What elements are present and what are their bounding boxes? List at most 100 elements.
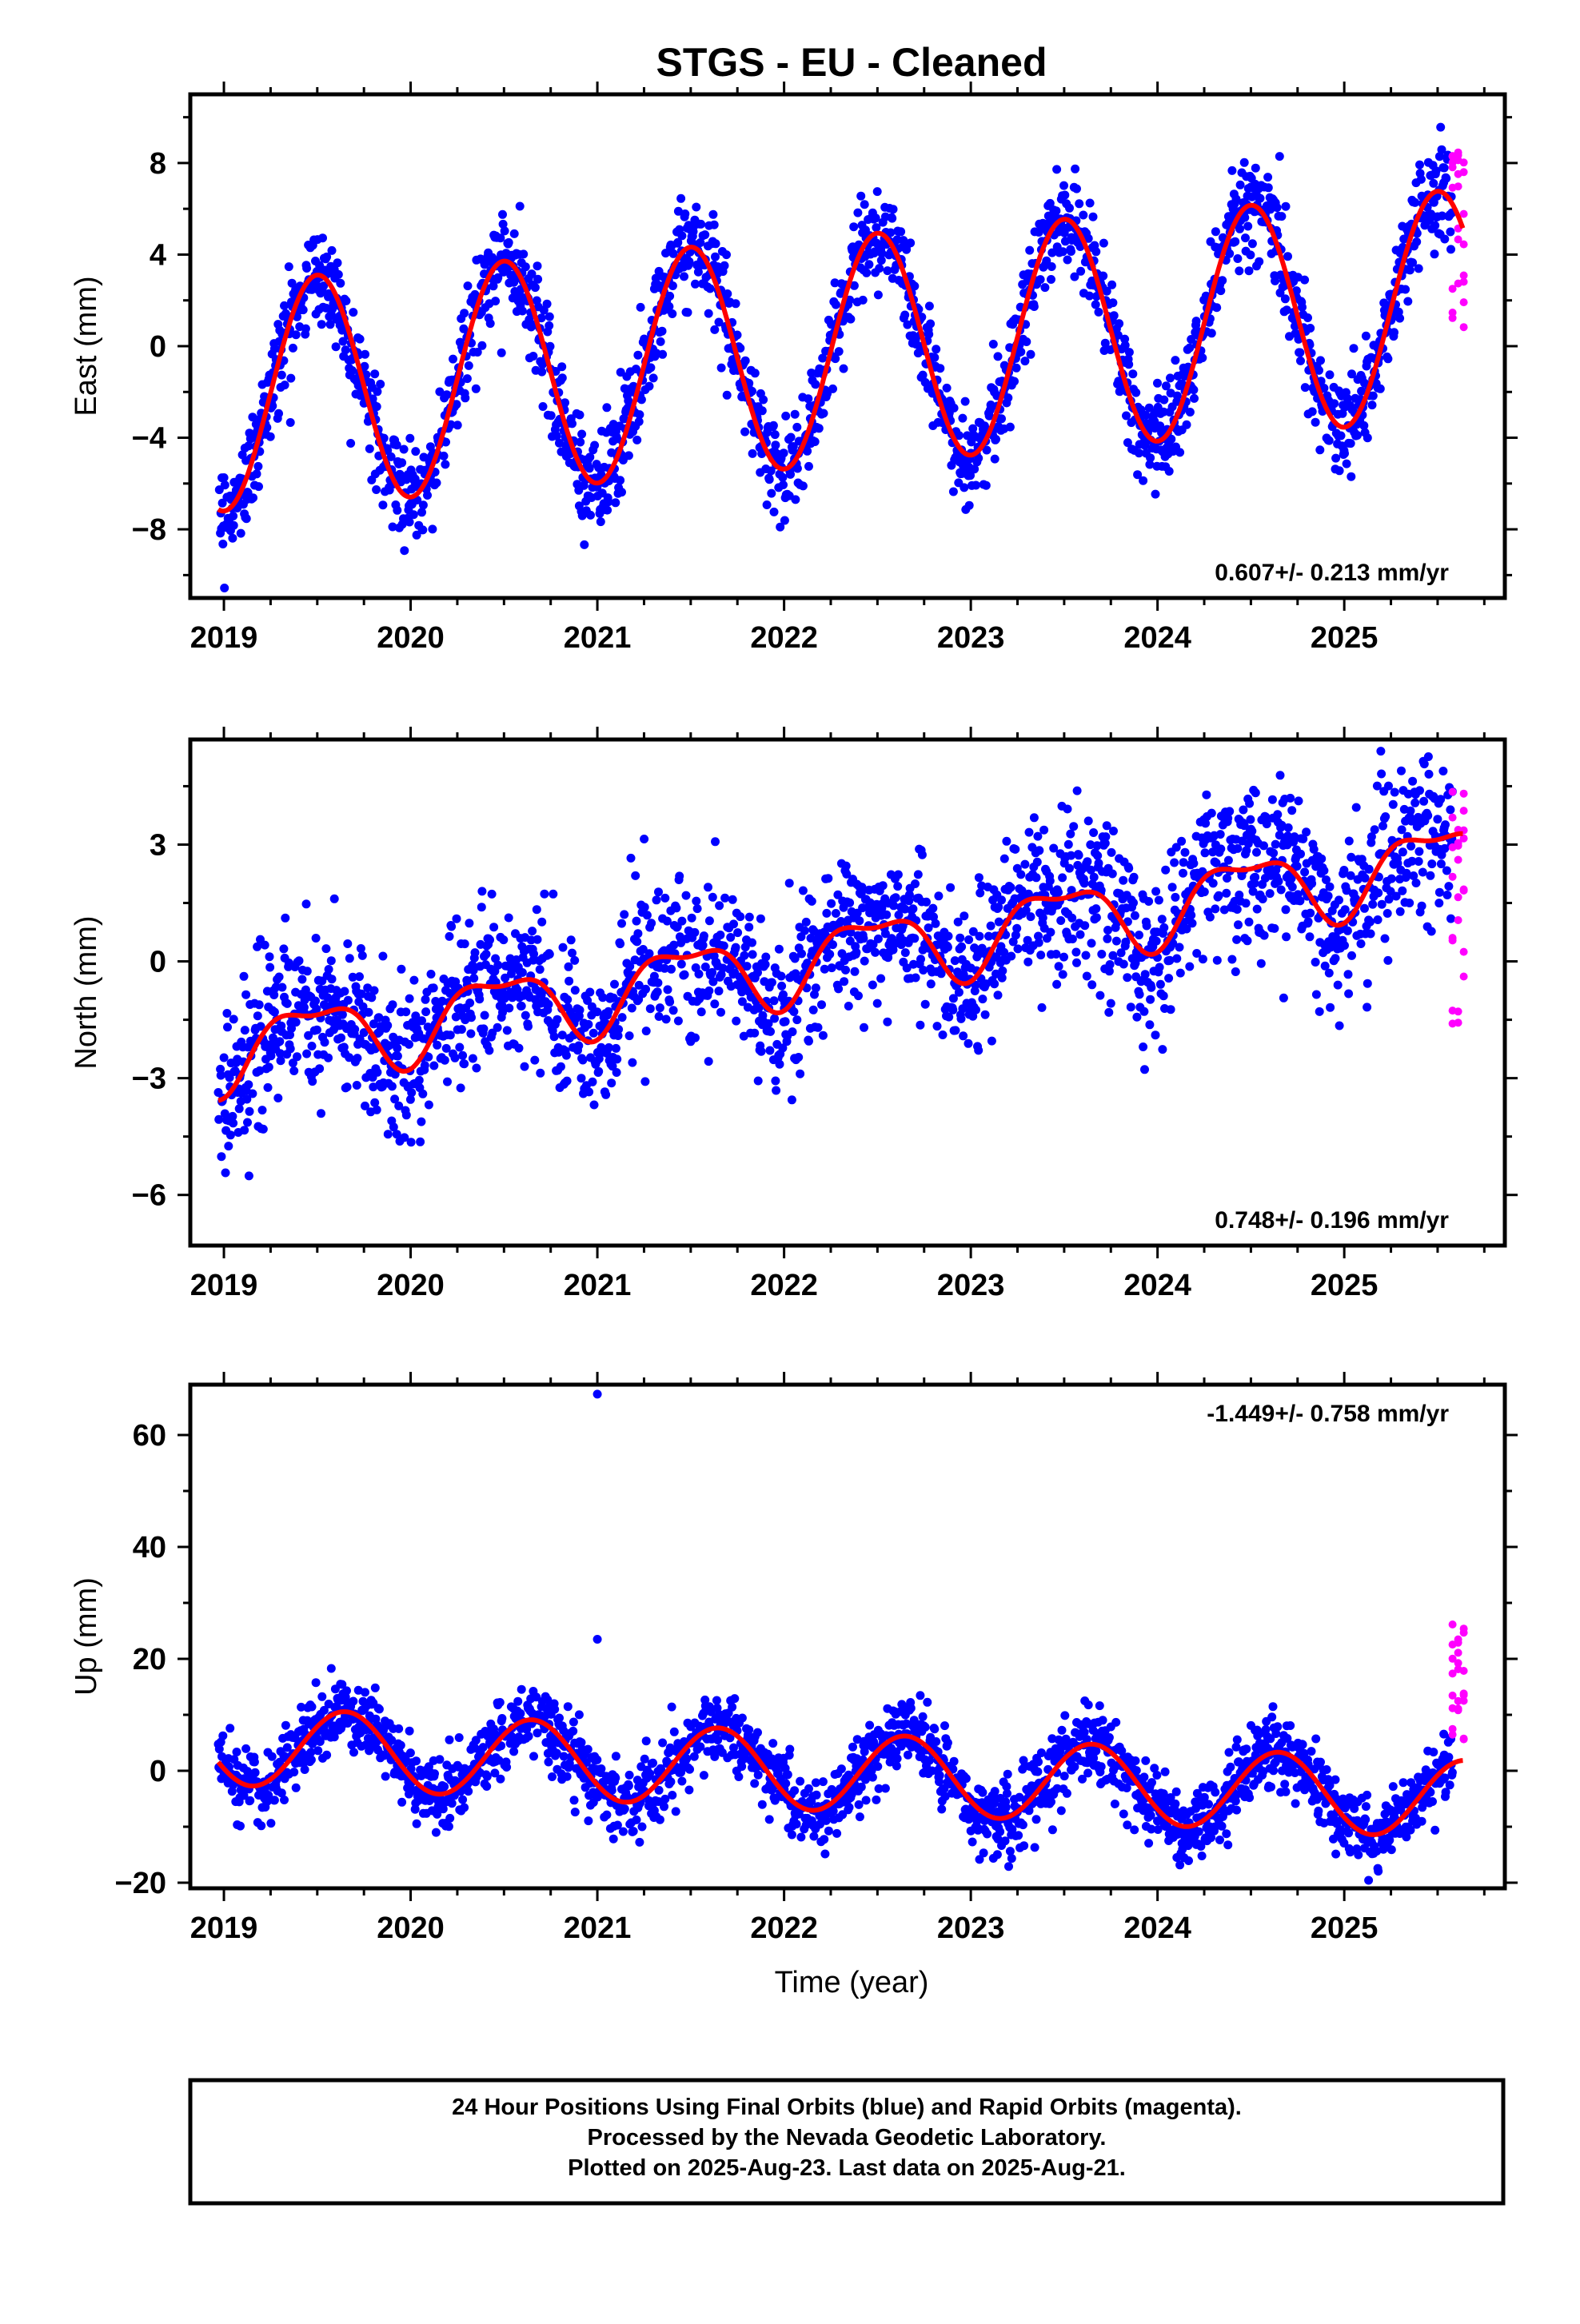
data-point bbox=[1300, 867, 1309, 876]
data-point bbox=[265, 952, 274, 961]
data-point bbox=[475, 995, 484, 1003]
data-point bbox=[241, 1744, 250, 1753]
data-point bbox=[640, 835, 648, 843]
data-point bbox=[1179, 869, 1187, 878]
data-point bbox=[989, 340, 998, 349]
data-point bbox=[460, 309, 469, 317]
data-point bbox=[1361, 874, 1370, 883]
data-point bbox=[1383, 956, 1392, 965]
data-point bbox=[674, 1017, 683, 1026]
data-point bbox=[1161, 866, 1170, 875]
data-point bbox=[710, 325, 719, 334]
data-point bbox=[311, 997, 320, 1006]
data-point bbox=[1215, 891, 1223, 900]
data-point bbox=[1300, 276, 1309, 285]
data-point bbox=[799, 887, 808, 895]
data-point bbox=[1146, 453, 1155, 462]
data-point bbox=[808, 897, 816, 906]
data-point bbox=[563, 995, 572, 1004]
data-point bbox=[1423, 811, 1432, 820]
data-point bbox=[303, 967, 312, 975]
data-point bbox=[1245, 266, 1254, 275]
data-point bbox=[517, 1002, 526, 1011]
data-point bbox=[549, 890, 557, 899]
data-point bbox=[860, 957, 869, 966]
data-point bbox=[787, 433, 796, 442]
data-point bbox=[1335, 895, 1343, 904]
data-point bbox=[565, 977, 573, 986]
data-point bbox=[433, 1041, 441, 1050]
data-point bbox=[458, 1796, 467, 1804]
data-point bbox=[860, 1023, 868, 1032]
data-point bbox=[226, 1130, 235, 1139]
data-point bbox=[1298, 303, 1307, 312]
chart-title: STGS - EU - Cleaned bbox=[656, 40, 1047, 85]
data-point bbox=[372, 485, 381, 494]
data-point bbox=[1127, 1003, 1135, 1011]
data-point bbox=[285, 262, 293, 271]
data-point bbox=[997, 414, 1006, 423]
data-point bbox=[736, 912, 744, 921]
data-point bbox=[580, 540, 589, 549]
data-point bbox=[612, 1068, 621, 1077]
data-point bbox=[919, 371, 928, 380]
data-point bbox=[677, 231, 686, 240]
data-point bbox=[1139, 476, 1147, 485]
data-point bbox=[766, 1027, 775, 1036]
data-point bbox=[464, 1787, 473, 1796]
data-point bbox=[547, 411, 556, 420]
data-point bbox=[1369, 392, 1378, 401]
data-point bbox=[346, 439, 355, 448]
y-axis-label: Up (mm) bbox=[70, 1577, 103, 1696]
data-point bbox=[934, 891, 943, 900]
data-point bbox=[417, 1016, 426, 1025]
data-point bbox=[241, 991, 250, 999]
data-point bbox=[1253, 905, 1262, 914]
data-point bbox=[900, 311, 909, 320]
data-point bbox=[665, 292, 674, 301]
data-point bbox=[1345, 837, 1354, 846]
data-point bbox=[988, 1037, 996, 1046]
data-point bbox=[576, 438, 585, 447]
rapid-orbit-points bbox=[1449, 788, 1468, 1028]
rapid-point bbox=[1454, 893, 1462, 901]
data-point bbox=[1059, 247, 1067, 256]
data-point bbox=[871, 948, 880, 957]
data-point bbox=[1128, 369, 1137, 378]
data-point bbox=[1433, 815, 1442, 823]
data-point bbox=[628, 1058, 636, 1067]
data-point bbox=[1146, 995, 1155, 1004]
data-point bbox=[332, 342, 341, 351]
data-point bbox=[1330, 399, 1339, 408]
data-point bbox=[301, 325, 310, 333]
data-point bbox=[251, 1768, 260, 1777]
data-point bbox=[463, 374, 472, 383]
data-point bbox=[318, 233, 327, 242]
rapid-point bbox=[1449, 184, 1457, 192]
data-point bbox=[994, 352, 1003, 361]
data-point bbox=[1374, 915, 1382, 924]
data-point bbox=[286, 1044, 295, 1053]
data-point bbox=[1109, 827, 1118, 835]
rapid-point bbox=[1449, 873, 1457, 881]
data-point bbox=[1378, 900, 1386, 909]
data-point bbox=[1089, 213, 1098, 221]
data-point bbox=[255, 1000, 264, 1009]
data-point bbox=[1099, 272, 1107, 281]
data-point bbox=[1296, 850, 1305, 859]
data-point bbox=[1233, 905, 1242, 914]
final-orbit-points bbox=[214, 1389, 1457, 1884]
data-point bbox=[562, 1051, 571, 1060]
data-point bbox=[1011, 845, 1019, 854]
data-point bbox=[1064, 840, 1073, 849]
data-point bbox=[570, 956, 579, 965]
data-point bbox=[545, 1000, 553, 1009]
data-point bbox=[240, 1126, 249, 1134]
data-point bbox=[1071, 948, 1080, 957]
data-point bbox=[221, 1169, 230, 1178]
data-point bbox=[245, 1107, 254, 1116]
data-point bbox=[1173, 392, 1182, 401]
data-point bbox=[975, 873, 984, 882]
data-point bbox=[910, 281, 919, 290]
